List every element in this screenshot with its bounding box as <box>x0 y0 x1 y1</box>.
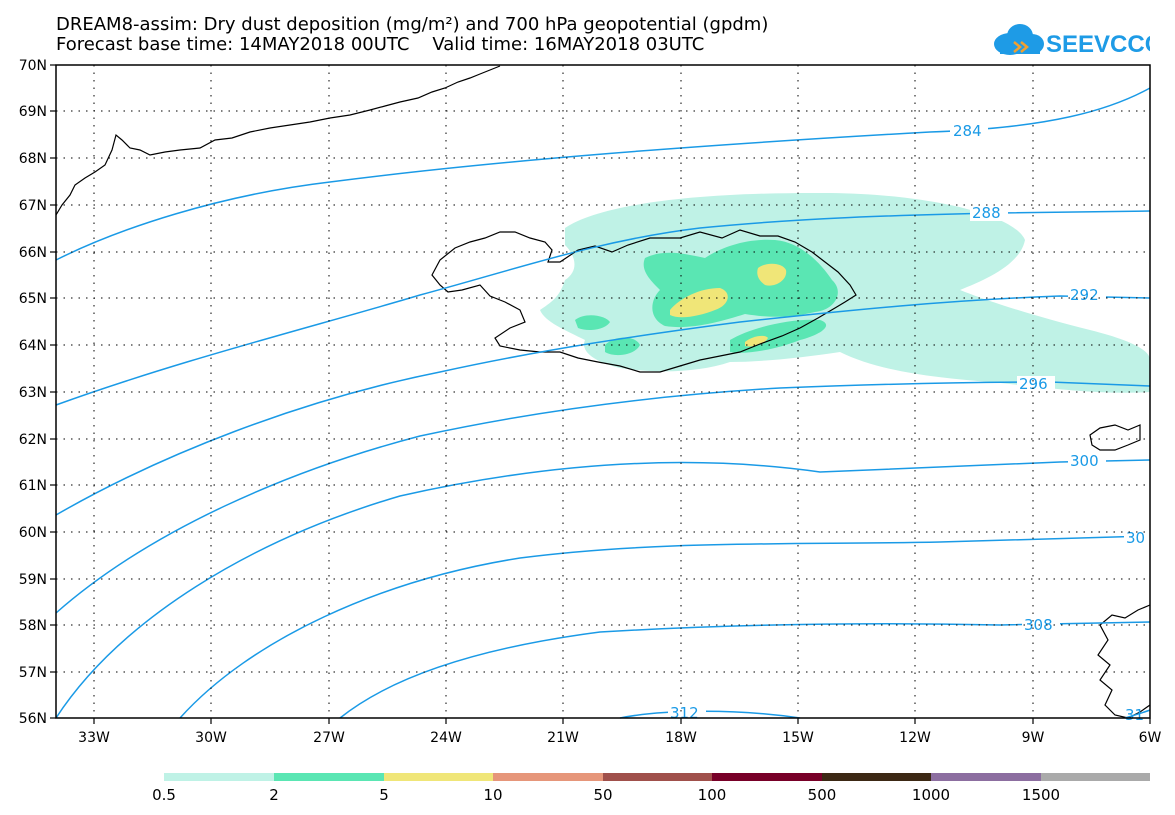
lon-label: 30W <box>195 730 227 746</box>
contour-label-288: 288 <box>972 204 1001 222</box>
contour-300 <box>55 459 1151 719</box>
contour-label-316: 31 <box>1125 706 1144 724</box>
legend-swatch-0 <box>164 773 274 781</box>
legend-swatch-5 <box>712 773 822 781</box>
legend-label: 1500 <box>1022 786 1060 804</box>
lon-label: 33W <box>78 730 110 746</box>
cloud-icon <box>994 24 1044 55</box>
legend-swatch-3 <box>493 773 603 781</box>
dust-band-0.5 <box>540 192 1150 393</box>
tick-marks <box>50 64 1151 724</box>
legend-swatch-4 <box>603 773 712 781</box>
iceland-coast <box>431 229 857 373</box>
contour-292 <box>55 295 1151 516</box>
contour-label-312: 312 <box>670 704 699 722</box>
contour-labels: 284 288 292 296 300 30 308 312 31 <box>668 122 1150 724</box>
legend-label: 2 <box>269 786 279 804</box>
dust-band-5c <box>745 335 768 347</box>
faroe-islands <box>1089 424 1141 451</box>
legend-swatch-7 <box>931 773 1041 781</box>
lon-label: 27W <box>313 730 345 746</box>
lon-label: 6W <box>1139 730 1162 746</box>
legend-label: 5 <box>379 786 389 804</box>
lat-label: 69N <box>19 104 47 120</box>
coastlines <box>55 65 1151 719</box>
longitude-labels: 33W 30W 27W 24W 21W 18W 15W 12W 9W 6W <box>78 730 1161 746</box>
contour-label-300: 300 <box>1070 452 1099 470</box>
legend-label: 0.5 <box>152 786 176 804</box>
dust-band-5b <box>757 263 787 286</box>
lat-label: 70N <box>19 58 47 74</box>
lon-label: 12W <box>899 730 931 746</box>
lat-label: 65N <box>19 291 47 307</box>
lat-label: 63N <box>19 385 47 401</box>
lat-label: 57N <box>19 665 47 681</box>
contour-284 <box>55 87 1151 261</box>
lon-label: 24W <box>430 730 462 746</box>
lat-label: 64N <box>19 338 47 354</box>
contour-316 <box>1124 709 1151 719</box>
chart-subtitle: Forecast base time: 14MAY2018 00UTC Vali… <box>56 34 705 55</box>
lat-label: 68N <box>19 151 47 167</box>
lat-label: 59N <box>19 572 47 588</box>
lat-label: 56N <box>19 711 47 727</box>
legend-swatch-2 <box>384 773 493 781</box>
legend-label: 10 <box>483 786 502 804</box>
contour-312 <box>619 710 801 719</box>
lon-label: 18W <box>665 730 697 746</box>
seevccc-logo: SEEVCCC <box>994 24 1150 58</box>
legend-label: 500 <box>808 786 837 804</box>
legend-label: 1000 <box>912 786 950 804</box>
logo-text: SEEVCCC <box>1046 31 1150 58</box>
scotland-coast <box>1097 604 1151 719</box>
lat-label: 66N <box>19 245 47 261</box>
contour-304 <box>179 535 1151 719</box>
chart-title: DREAM8-assim: Dry dust deposition (mg/m²… <box>56 14 769 35</box>
legend-swatch-8 <box>1041 773 1150 781</box>
dust-shading <box>540 192 1150 393</box>
lat-label: 60N <box>19 525 47 541</box>
gridlines <box>56 65 1150 718</box>
contour-label-284: 284 <box>953 122 982 140</box>
legend-label: 100 <box>698 786 727 804</box>
lon-label: 9W <box>1022 730 1045 746</box>
contour-288 <box>55 210 1151 406</box>
legend-label: 50 <box>593 786 612 804</box>
contour-296 <box>55 381 1151 614</box>
greenland-coast <box>55 65 501 216</box>
lat-label: 58N <box>19 618 47 634</box>
lon-label: 21W <box>547 730 579 746</box>
contour-label-292: 292 <box>1070 286 1099 304</box>
dust-band-5a <box>670 288 728 318</box>
lat-label: 61N <box>19 478 47 494</box>
geopotential-contours <box>55 87 1151 719</box>
dust-band-2c <box>575 315 610 330</box>
legend-swatch-6 <box>822 773 931 781</box>
lat-label: 62N <box>19 432 47 448</box>
latitude-labels: 56N 57N 58N 59N 60N 61N 62N 63N 64N 65N … <box>19 58 47 727</box>
lon-label: 15W <box>782 730 814 746</box>
contour-label-296: 296 <box>1019 375 1048 393</box>
legend-swatch-1 <box>274 773 384 781</box>
contour-label-304: 30 <box>1126 529 1145 547</box>
lat-label: 67N <box>19 198 47 214</box>
map-frame <box>55 64 1151 719</box>
color-legend: 0.5 2 5 10 50 100 500 1000 1500 <box>152 773 1150 804</box>
contour-308 <box>339 621 1151 719</box>
contour-label-308: 308 <box>1024 616 1053 634</box>
dust-band-2d <box>605 337 640 356</box>
